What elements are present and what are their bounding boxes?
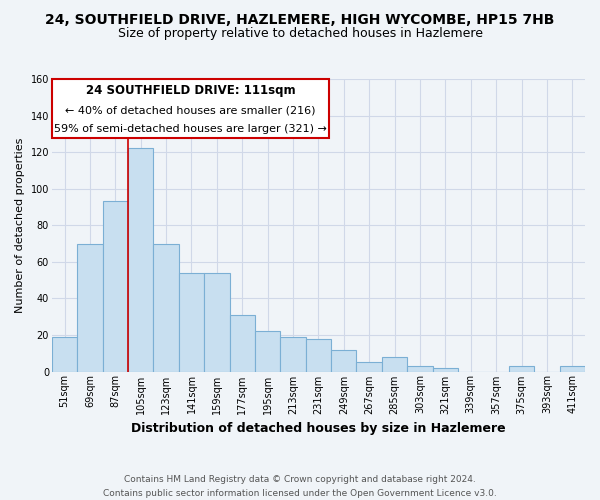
Bar [331,350,356,372]
Bar [433,368,458,372]
Bar [179,273,204,372]
X-axis label: Distribution of detached houses by size in Hazlemere: Distribution of detached houses by size … [131,422,506,435]
Bar [128,148,154,372]
Bar [77,244,103,372]
Text: 24, SOUTHFIELD DRIVE, HAZLEMERE, HIGH WYCOMBE, HP15 7HB: 24, SOUTHFIELD DRIVE, HAZLEMERE, HIGH WY… [46,12,554,26]
Bar [52,337,77,372]
Bar [280,337,306,372]
Bar [103,202,128,372]
Text: 24 SOUTHFIELD DRIVE: 111sqm: 24 SOUTHFIELD DRIVE: 111sqm [86,84,295,97]
Bar [509,366,534,372]
Bar [407,366,433,372]
Bar [560,366,585,372]
Bar [230,315,255,372]
Bar [306,338,331,372]
Bar [255,332,280,372]
Bar [382,357,407,372]
Text: ← 40% of detached houses are smaller (216): ← 40% of detached houses are smaller (21… [65,105,316,115]
Text: Contains HM Land Registry data © Crown copyright and database right 2024.
Contai: Contains HM Land Registry data © Crown c… [103,476,497,498]
Bar [204,273,230,372]
Text: 59% of semi-detached houses are larger (321) →: 59% of semi-detached houses are larger (… [54,124,327,134]
Text: Size of property relative to detached houses in Hazlemere: Size of property relative to detached ho… [118,28,482,40]
Bar [356,362,382,372]
Bar [154,244,179,372]
Y-axis label: Number of detached properties: Number of detached properties [15,138,25,313]
